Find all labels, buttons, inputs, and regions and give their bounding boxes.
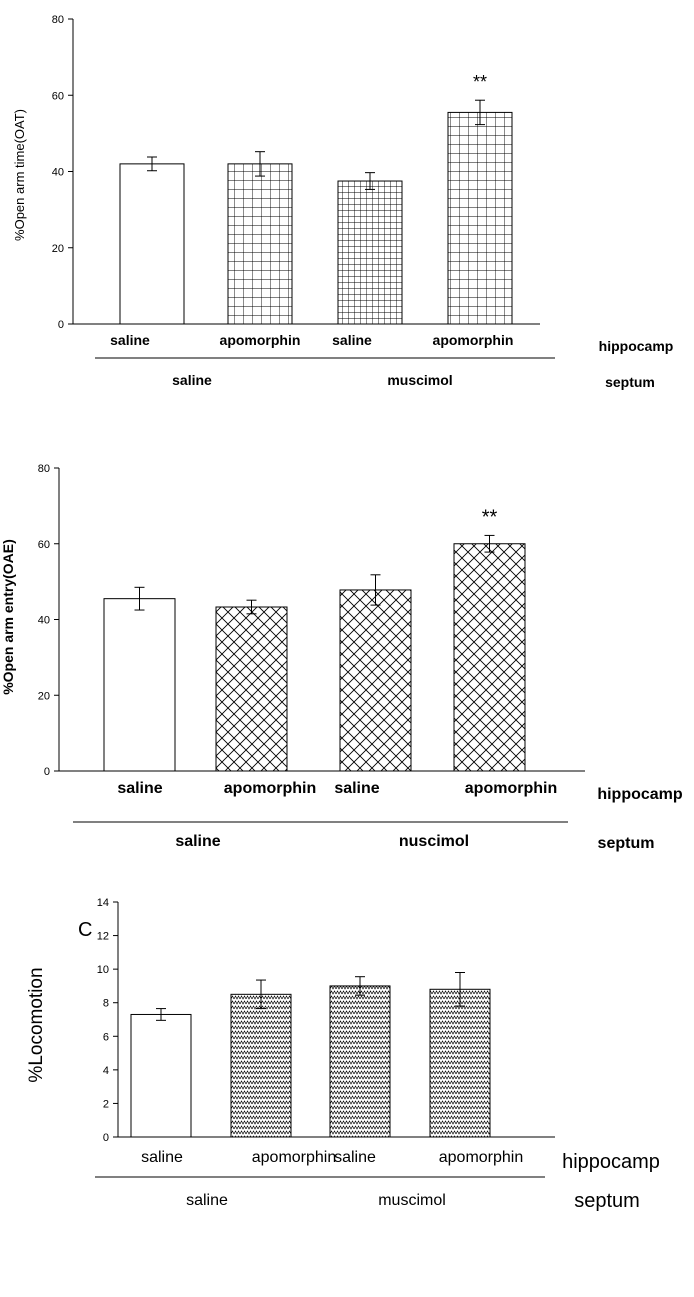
y-axis-label: %Open arm entry(OAE) bbox=[0, 539, 16, 695]
bar bbox=[329, 985, 391, 1138]
x-tick-label: saline bbox=[117, 780, 162, 797]
x-tick-label: apomorphin bbox=[224, 780, 316, 797]
x-tick-label: saline bbox=[334, 1149, 376, 1166]
bar bbox=[130, 1013, 192, 1138]
x-tick-label: saline bbox=[110, 332, 150, 348]
panel-label: C bbox=[78, 919, 92, 941]
y-tick-label: 0 bbox=[103, 1132, 109, 1144]
chart-panel-oae: 0 20 40 60 80 %Open arm entry(OAE) ** saline apo… bbox=[0, 463, 683, 852]
y-tick-label: 6 bbox=[103, 1031, 109, 1043]
bar bbox=[215, 606, 288, 772]
group-label: nuscimol bbox=[399, 833, 469, 850]
y-tick-label: 12 bbox=[97, 931, 109, 943]
bar bbox=[103, 598, 176, 772]
error-bar bbox=[475, 99, 485, 126]
group-label: saline bbox=[172, 372, 212, 388]
y-tick-label: 40 bbox=[52, 167, 64, 179]
row-label-septum: septum bbox=[598, 835, 655, 852]
y-axis-label: %Open arm time(OAT) bbox=[12, 109, 27, 241]
x-tick-label: apomorphin bbox=[433, 332, 514, 348]
x-tick-label: apomorphin bbox=[220, 332, 301, 348]
error-bar bbox=[134, 586, 145, 611]
chart-panel-oat: 0 20 40 60 80 %Open arm time(OAT) ** saline apom… bbox=[12, 14, 673, 390]
y-tick-label: 80 bbox=[52, 14, 64, 26]
y-tick-label: 20 bbox=[38, 690, 50, 702]
error-bar bbox=[484, 534, 495, 553]
bar bbox=[429, 988, 491, 1138]
error-bar bbox=[455, 972, 465, 1007]
bar bbox=[337, 180, 403, 325]
error-bar bbox=[355, 976, 365, 996]
bar bbox=[453, 543, 526, 772]
row-label-hippocamp: hippocamp bbox=[599, 338, 674, 354]
bar bbox=[447, 111, 513, 325]
y-tick-label: 10 bbox=[97, 964, 109, 976]
error-bar bbox=[365, 172, 375, 190]
significance-marker: ** bbox=[473, 72, 487, 92]
row-label-septum: septum bbox=[574, 1190, 640, 1212]
y-tick-label: 2 bbox=[103, 1098, 109, 1110]
error-bar bbox=[370, 574, 381, 606]
group-label: saline bbox=[186, 1192, 228, 1209]
x-tick-label: apomorphin bbox=[252, 1149, 337, 1166]
bar bbox=[227, 163, 293, 325]
error-bar bbox=[147, 156, 157, 172]
y-tick-label: 60 bbox=[52, 90, 64, 102]
x-tick-label: apomorphin bbox=[439, 1149, 524, 1166]
group-label: muscimol bbox=[378, 1192, 446, 1209]
x-tick-label: saline bbox=[332, 332, 372, 348]
y-axis-label: %Locomotion bbox=[26, 967, 47, 1082]
significance-marker: ** bbox=[482, 506, 498, 528]
error-bar bbox=[246, 599, 257, 615]
y-tick-label: 4 bbox=[103, 1065, 109, 1077]
group-label: muscimol bbox=[387, 372, 452, 388]
y-tick-label: 40 bbox=[38, 615, 50, 627]
y-tick-label: 0 bbox=[58, 319, 64, 331]
row-label-septum: septum bbox=[605, 374, 655, 390]
x-tick-label: apomorphin bbox=[465, 780, 557, 797]
y-tick-label: 60 bbox=[38, 539, 50, 551]
y-tick-label: 14 bbox=[97, 897, 109, 909]
error-bar bbox=[156, 1008, 166, 1021]
error-bar bbox=[256, 979, 266, 1010]
x-tick-label: saline bbox=[334, 780, 379, 797]
y-tick-label: 20 bbox=[52, 243, 64, 255]
y-tick-label: 0 bbox=[44, 766, 50, 778]
row-label-hippocamp: hippocamp bbox=[562, 1151, 660, 1173]
x-tick-label: saline bbox=[141, 1149, 183, 1166]
error-bar bbox=[255, 151, 265, 177]
bar bbox=[119, 163, 185, 325]
y-tick-label: 80 bbox=[38, 463, 50, 475]
group-label: saline bbox=[175, 833, 220, 850]
bar bbox=[339, 589, 412, 772]
bar bbox=[230, 993, 292, 1138]
y-tick-label: 8 bbox=[103, 998, 109, 1010]
row-label-hippocamp: hippocamp bbox=[597, 786, 683, 803]
